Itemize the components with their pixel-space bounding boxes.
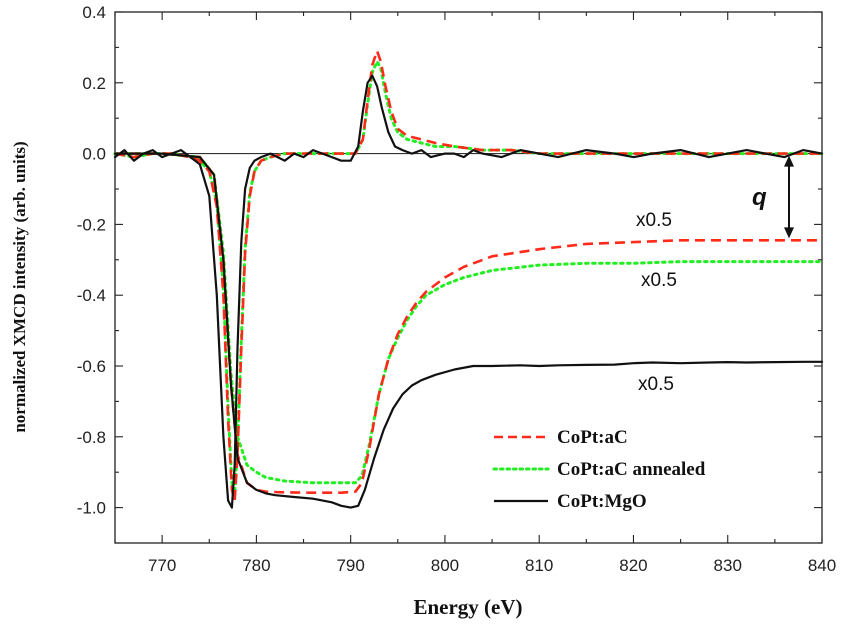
- y-tick-label: 0.0: [82, 145, 106, 164]
- x-tick-label: 770: [148, 556, 176, 575]
- x-tick-label: 800: [431, 556, 459, 575]
- y-tick-label: 0.4: [82, 3, 106, 22]
- series-layer: [113, 49, 824, 509]
- y-tick-label: -0.4: [77, 286, 106, 305]
- series-line-copt-ac-integral: [115, 152, 822, 495]
- y-tick-label: -0.6: [77, 357, 106, 376]
- x-tick-label: 840: [808, 556, 836, 575]
- x-tick-label: 780: [242, 556, 270, 575]
- x-tick-label: 830: [714, 556, 742, 575]
- plot-frame: [114, 11, 823, 544]
- series-line-copt-ac-xmcd: [114, 49, 822, 502]
- series-line-copt-mgo-xmcd: [113, 74, 824, 509]
- scale-label-copt-ac: x0.5: [636, 210, 672, 231]
- q-arrow-head-up: [784, 155, 795, 167]
- q-arrow-head-down: [784, 227, 795, 239]
- y-tick-label: 0.2: [82, 74, 106, 93]
- legend-label-copt-ac: CoPt:aC: [557, 427, 628, 448]
- scale-label-copt-mgo: x0.5: [638, 374, 674, 395]
- y-tick-label: -0.8: [77, 428, 106, 447]
- y-tick-label: -1.0: [77, 499, 106, 518]
- y-tick-label: -0.2: [77, 215, 106, 234]
- legend-label-copt-ac-annealed: CoPt:aC annealed: [557, 459, 706, 480]
- legend-label-copt-mgo: CoPt:MgO: [557, 491, 647, 512]
- x-tick-label: 790: [336, 556, 364, 575]
- legend: CoPt:aC CoPt:aC annealed CoPt:MgO: [492, 427, 706, 512]
- series-line-copt-ac-annealed-integral: [113, 152, 824, 485]
- scale-label-copt-ac-annealed: x0.5: [641, 270, 677, 291]
- y-axis-title: normalized XMCD intensity (arb. units): [10, 141, 29, 432]
- x-tick-label: 810: [525, 556, 553, 575]
- q-label: q: [752, 184, 767, 211]
- axes-layer: 770 780 790 800 810 820 830 840 0.4 0.2 0.0 -0.2 -0.…: [77, 3, 836, 575]
- series-line-copt-mgo-integral: [113, 152, 824, 509]
- x-axis-title: Energy (eV): [413, 595, 522, 619]
- x-tick-label: 820: [619, 556, 647, 575]
